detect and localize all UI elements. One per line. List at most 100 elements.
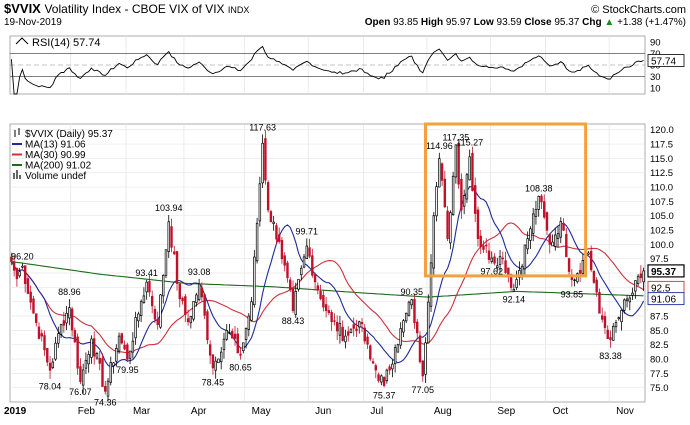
candle-body (474, 185, 477, 214)
candle (269, 209, 273, 223)
price-annotation: 92.14 (503, 294, 526, 304)
candle (432, 212, 435, 276)
legend-volume-icon (19, 175, 21, 179)
candle-body (291, 288, 295, 312)
candle-body (123, 344, 126, 350)
candle-body (51, 361, 54, 369)
candle-body (46, 347, 49, 363)
candle (54, 336, 57, 361)
candle (352, 317, 355, 337)
price-annotation: 96.20 (11, 252, 34, 262)
candle-body (242, 342, 245, 352)
y-tick-label: 100.0 (650, 240, 674, 251)
candle-body (507, 267, 510, 276)
candle-body (156, 318, 159, 325)
candle-body (358, 321, 361, 328)
candle (51, 358, 54, 370)
candle-body (587, 252, 590, 255)
candle (576, 272, 579, 284)
candle (617, 316, 620, 321)
candle-body (457, 142, 460, 185)
candle-body (65, 312, 68, 324)
price-annotation: 117.63 (249, 122, 276, 132)
candle-body (562, 222, 565, 231)
candle-body (95, 353, 99, 359)
candle (388, 364, 391, 375)
candle-body (286, 262, 289, 279)
candle (349, 328, 353, 334)
candle-body (90, 338, 93, 358)
candle (297, 279, 300, 292)
candle-body (197, 283, 201, 301)
candle (46, 347, 49, 366)
chart-date: 19-Nov-2019 (4, 17, 62, 28)
candle (523, 244, 527, 277)
price-annotation: 74.36 (94, 397, 117, 407)
candle (192, 301, 195, 322)
rsi-last-text: 57.74 (651, 57, 676, 68)
candle (449, 210, 452, 250)
price-legend (12, 128, 22, 179)
candle (123, 340, 126, 351)
candle (231, 328, 234, 339)
price-annotation: 108.38 (525, 183, 553, 193)
exchange-label: INDX (228, 5, 250, 15)
legend-text: MA(200) 91.02 (25, 161, 92, 172)
candle (471, 146, 474, 192)
candle (319, 284, 322, 301)
candle-body (115, 347, 118, 362)
candle (443, 170, 447, 209)
candle (250, 297, 253, 322)
candle-body (164, 249, 168, 276)
candle-body (81, 369, 85, 386)
candle-body (84, 360, 88, 369)
candle-body (120, 333, 124, 344)
price-annotation: 99.71 (296, 226, 319, 236)
candle-body (404, 312, 408, 322)
candle-body (220, 351, 223, 363)
candle (578, 262, 582, 283)
ohlc-part-3: 95.97 (446, 17, 474, 28)
candle-body (324, 304, 328, 312)
candle (242, 342, 245, 354)
candle-body (385, 369, 389, 381)
candle (581, 254, 585, 276)
candle-body (529, 228, 532, 241)
candle (23, 265, 27, 293)
candle (355, 319, 358, 337)
x-tick-label: Nov (616, 406, 634, 417)
candle-body (374, 365, 378, 371)
candle-body (294, 291, 297, 315)
candle (612, 323, 615, 341)
candle-body (355, 328, 358, 332)
candle (153, 305, 157, 324)
candle-body (449, 212, 452, 244)
candle (601, 307, 604, 323)
candle (404, 312, 408, 324)
candle-body (540, 195, 543, 203)
candle (239, 347, 242, 360)
candle (81, 363, 85, 394)
candle-body (225, 330, 228, 340)
candle (48, 355, 52, 379)
y-tick-label: 82.5 (650, 340, 669, 351)
price-annotation: 77.05 (411, 385, 434, 395)
candle (369, 344, 372, 362)
candle (631, 287, 634, 301)
candle-body (137, 313, 140, 322)
candle (164, 249, 168, 278)
candle (391, 359, 394, 378)
ohlc-part-6: Close (524, 17, 554, 28)
candle (551, 234, 554, 247)
candle (145, 279, 148, 300)
candle (485, 238, 488, 254)
rsi-label-text: RSI(14) 57.74 (32, 37, 100, 49)
candle-body (37, 326, 41, 339)
candle-body (280, 239, 284, 260)
candle (65, 306, 68, 330)
candle (93, 331, 96, 365)
candle (233, 326, 237, 346)
candle-body (518, 270, 521, 278)
candle (380, 374, 383, 386)
